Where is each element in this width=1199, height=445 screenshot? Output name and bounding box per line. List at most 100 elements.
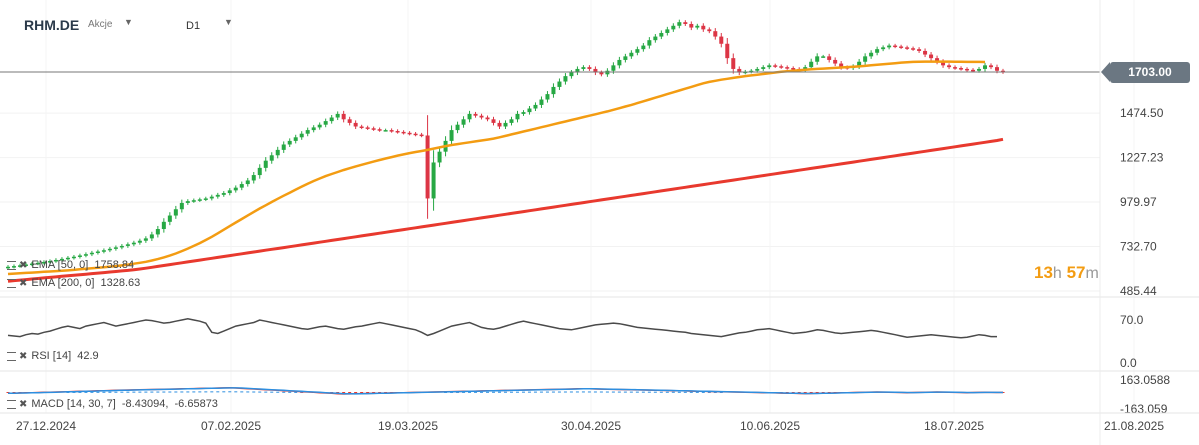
ticker-symbol[interactable]: RHM.DE — [24, 17, 80, 33]
candle — [923, 48, 928, 58]
candle-body — [17, 265, 22, 267]
candle — [653, 34, 658, 43]
legend-ema200[interactable]: ✖ EMA [200, 0] 1328.63 — [7, 277, 140, 289]
menu-icon[interactable] — [7, 351, 16, 361]
close-icon[interactable]: ✖ — [19, 278, 28, 289]
candle — [137, 238, 142, 245]
candle — [587, 65, 592, 71]
macd-bar — [120, 391, 124, 393]
candle — [899, 44, 904, 50]
candle-body — [767, 65, 772, 68]
legend-rsi[interactable]: ✖ RSI [14] 42.9 — [7, 350, 99, 362]
candle — [983, 62, 988, 72]
macd-bar — [240, 391, 244, 393]
macd-bar — [456, 391, 460, 393]
macd-bar — [498, 391, 502, 393]
candle — [947, 63, 952, 70]
candle — [101, 248, 106, 254]
y-tick-label: 732.70 — [1120, 240, 1157, 254]
candle — [59, 257, 64, 262]
candle-body — [77, 255, 82, 257]
candle-body — [53, 259, 58, 262]
candle — [197, 197, 202, 202]
legend-macd-value1: -8.43094, — [121, 398, 169, 410]
macd-bar — [665, 391, 669, 393]
candle-body — [971, 69, 976, 72]
candle-body — [65, 257, 70, 260]
candle-body — [287, 140, 292, 145]
macd-bar — [504, 391, 507, 393]
menu-icon[interactable] — [7, 399, 16, 409]
candle-body — [653, 36, 658, 41]
candle-body — [713, 31, 718, 37]
candle — [143, 236, 148, 243]
timeframe-label[interactable]: D1 — [186, 20, 201, 32]
caret-down-icon[interactable]: ▼ — [124, 17, 133, 27]
legend-ema50[interactable]: ✖ EMA [50, 0] 1758.84 — [7, 259, 134, 271]
candle-body — [857, 61, 862, 67]
macd-tick-label: 163.0588 — [1120, 373, 1170, 387]
menu-icon[interactable] — [7, 278, 16, 288]
candle-body — [71, 256, 76, 259]
macd-bar — [264, 391, 268, 393]
candle-body — [659, 32, 664, 37]
close-icon[interactable]: ✖ — [19, 351, 28, 362]
macd-bar — [701, 391, 705, 393]
macd-bar — [509, 391, 513, 393]
x-tick-label: 10.06.2025 — [740, 419, 800, 433]
candle — [347, 116, 352, 126]
candle-body — [617, 59, 622, 66]
y-tick-label: 1474.50 — [1120, 106, 1164, 120]
candle — [629, 50, 634, 59]
candle-body — [269, 155, 274, 161]
candle — [599, 70, 604, 77]
x-tick-label: 19.03.2025 — [378, 419, 438, 433]
candle — [539, 96, 544, 108]
legend-macd[interactable]: ✖ MACD [14, 30, 7] -8.43094, -6.65873 — [7, 398, 218, 410]
candles — [6, 19, 1005, 270]
candle — [299, 131, 304, 140]
macd-bar — [623, 391, 627, 393]
candle-body — [221, 193, 226, 195]
candle — [71, 254, 76, 260]
candle-body — [6, 266, 10, 269]
candle-body — [413, 133, 418, 136]
candle — [359, 124, 364, 130]
close-icon[interactable]: ✖ — [19, 260, 28, 271]
macd-bar — [198, 391, 202, 393]
candle-body — [425, 135, 430, 199]
candle — [881, 45, 886, 52]
menu-icon[interactable] — [7, 260, 16, 270]
candle-body — [497, 122, 502, 127]
macd-bar — [150, 391, 154, 393]
candle — [737, 66, 742, 76]
macd-bar — [677, 391, 681, 393]
candle-body — [239, 184, 244, 188]
candle-body — [305, 130, 310, 134]
candle-body — [731, 58, 736, 69]
candle-body — [131, 242, 136, 245]
candle — [161, 218, 166, 233]
candle — [23, 262, 28, 268]
candle-body — [929, 54, 934, 59]
candle — [779, 64, 784, 69]
candle — [251, 172, 256, 184]
candle-body — [317, 124, 322, 128]
candle-body — [821, 56, 826, 58]
macd-bar — [360, 392, 364, 393]
candle-body — [59, 258, 64, 261]
candle — [635, 46, 640, 56]
candle-body — [983, 65, 988, 69]
candle — [575, 66, 580, 76]
candle-body — [563, 76, 568, 82]
macd-bar — [575, 391, 579, 393]
candle — [893, 43, 898, 49]
close-icon[interactable]: ✖ — [19, 399, 28, 410]
candle-body — [629, 52, 634, 57]
candle — [6, 265, 10, 270]
candle-body — [209, 196, 214, 199]
macd-bar — [611, 391, 615, 393]
candle-body — [875, 49, 880, 53]
caret-down-icon[interactable]: ▼ — [224, 17, 233, 27]
candle — [515, 110, 520, 123]
